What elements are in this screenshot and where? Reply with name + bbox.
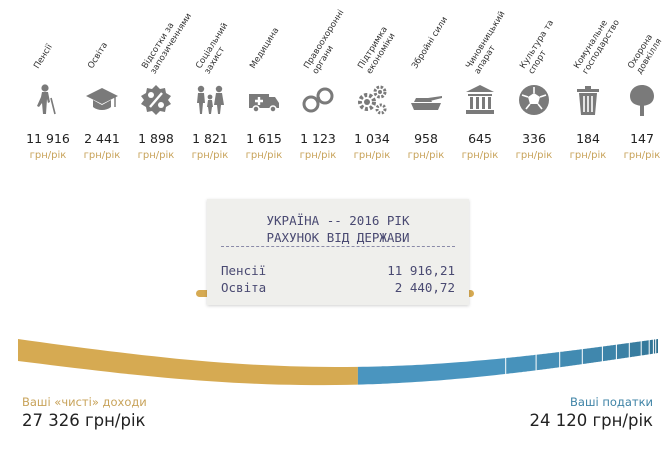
category-item: Збройні сили 958 грн/рік	[399, 0, 453, 175]
ambulance-icon	[246, 82, 282, 118]
category-unit: грн/рік	[623, 150, 661, 161]
category-item: Медицина 1 615 грн/рік	[237, 0, 291, 175]
category-value: 1 898	[138, 131, 174, 146]
category-unit: грн/рік	[191, 150, 229, 161]
tax-segment	[641, 340, 649, 356]
tax-segment	[629, 341, 641, 358]
category-value: 1 123	[300, 131, 336, 146]
income-value: 27 326 грн/рік	[22, 411, 146, 430]
category-unit: грн/рік	[83, 150, 121, 161]
category-item: Культура та спорт 336 грн/рік	[507, 0, 561, 175]
category-item: Чиновницький апарат 645 грн/рік	[453, 0, 508, 175]
category-label: Медицина	[248, 25, 282, 71]
category-value: 645	[468, 131, 492, 146]
category-value: 147	[630, 131, 654, 146]
receipt-row-label: Освіта	[221, 280, 267, 295]
receipt-subtitle: РАХУНОК ВІД ДЕРЖАВИ	[266, 230, 410, 245]
tax-segment	[560, 349, 582, 368]
category-value: 2 441	[84, 131, 120, 146]
tax-segment	[602, 344, 616, 362]
category-item: Комунальне господарство 184 грн/рік	[561, 0, 622, 175]
receipt-row-label: Пенсії	[221, 263, 267, 278]
tax-segment	[357, 358, 506, 385]
category-unit: грн/рік	[515, 150, 553, 161]
category-value: 1 615	[246, 131, 282, 146]
category-item: Охорона довкілля 147 грн/рік	[615, 0, 669, 175]
category-label: Освіта	[86, 40, 111, 71]
category-value: 958	[414, 131, 438, 146]
category-value: 1 821	[192, 131, 228, 146]
category-item: Підтримка економіки 1 034 грн/рік	[345, 0, 399, 175]
taxes-label: Ваші податки	[570, 395, 653, 409]
tax-segment	[653, 339, 656, 354]
receipt-title: УКРАЇНА -- 2016 РІК	[266, 213, 410, 228]
soccer-ball-icon	[516, 82, 552, 118]
category-item: Відсотки за запозиченнями 1 898 грн/рік	[129, 0, 194, 175]
graduation-cap-icon	[84, 82, 120, 118]
category-unit: грн/рік	[569, 150, 607, 161]
category-label: Підтримка економіки	[356, 24, 398, 76]
category-unit: грн/рік	[353, 150, 391, 161]
elderly-person-icon	[30, 82, 66, 118]
category-label: Соціальний захист	[194, 21, 231, 76]
category-unit: грн/рік	[461, 150, 499, 161]
category-item: Пенсії 11 916 грн/рік	[21, 0, 75, 175]
category-item: Правоохоронні органи 1 123 грн/рік	[291, 0, 347, 175]
tax-segment	[506, 354, 536, 374]
receipt-divider	[221, 246, 455, 247]
taxes-value: 24 120 грн/рік	[529, 411, 654, 430]
trash-bin-icon	[570, 82, 606, 118]
category-value: 1 034	[354, 131, 390, 146]
category-item: Освіта 2 441 грн/рік	[75, 0, 129, 175]
income-segment	[18, 339, 358, 386]
family-icon	[192, 82, 228, 118]
category-label: Охорона довкілля	[626, 32, 664, 76]
income-label: Ваші «чисті» доходи	[22, 395, 147, 409]
government-building-icon	[462, 82, 498, 118]
category-label: Пенсії	[32, 42, 55, 71]
tank-icon	[408, 82, 444, 118]
category-unit: грн/рік	[245, 150, 283, 161]
receipt-row-value: 11 916,21	[387, 263, 455, 278]
tax-segment	[616, 343, 629, 360]
tree-icon	[624, 82, 660, 118]
category-unit: грн/рік	[137, 150, 175, 161]
category-unit: грн/рік	[299, 150, 337, 161]
gears-icon	[354, 82, 390, 118]
category-value: 184	[576, 131, 600, 146]
spending-categories: Пенсії 11 916 грн/рік Освіта 2 441 грн/рік Від…	[0, 0, 672, 175]
receipt: УКРАЇНА -- 2016 РІК РАХУНОК ВІД ДЕРЖАВИ …	[207, 199, 469, 305]
tax-segment	[649, 339, 653, 355]
category-unit: грн/рік	[407, 150, 445, 161]
tax-segment	[582, 346, 602, 364]
category-label: Культура та спорт	[518, 18, 557, 76]
tax-segment	[536, 352, 560, 371]
category-value: 11 916	[26, 131, 70, 146]
income-tax-arc	[18, 339, 658, 386]
tax-segment	[656, 339, 658, 354]
category-label: Збройні сили	[410, 15, 451, 71]
category-item: Соціальний захист 1 821 грн/рік	[183, 0, 237, 175]
category-value: 336	[522, 131, 546, 146]
percent-badge-icon	[138, 82, 174, 118]
category-unit: грн/рік	[29, 150, 67, 161]
handcuffs-icon	[300, 82, 336, 118]
receipt-row-value: 2 440,72	[394, 280, 455, 295]
